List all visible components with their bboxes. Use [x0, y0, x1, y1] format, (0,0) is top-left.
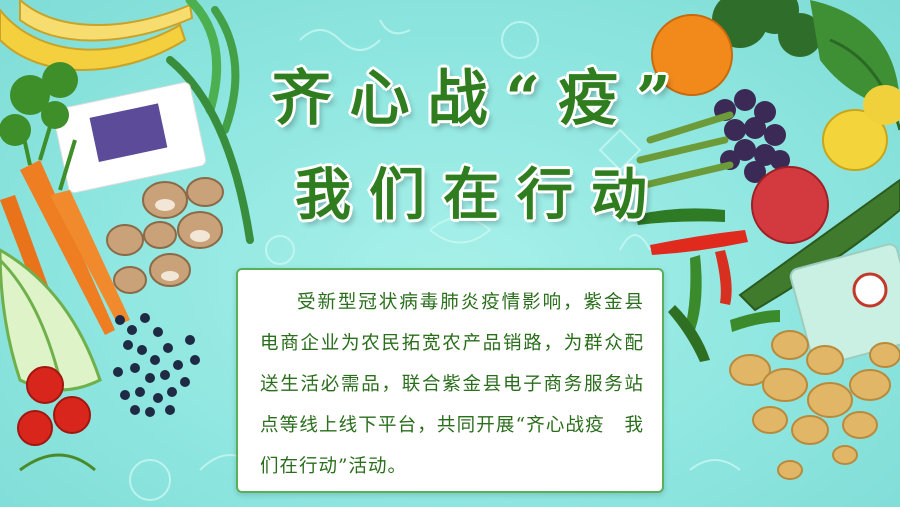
poster-title-line1: 齐心战“疫” — [271, 64, 689, 134]
blueberries — [113, 313, 200, 417]
egg-carton — [789, 243, 900, 367]
lemon — [822, 109, 888, 171]
banana — [0, 8, 187, 71]
poster-title-line2: 我们在行动 — [295, 162, 665, 228]
carrot — [50, 190, 130, 325]
tomatoes — [17, 366, 91, 446]
carrot — [20, 160, 115, 335]
red-chili — [650, 230, 748, 255]
pomegranate — [751, 166, 829, 244]
orange — [651, 14, 733, 96]
bok-choy — [0, 248, 102, 392]
banana — [19, 0, 194, 42]
potatoes — [729, 330, 900, 480]
right-produce-illustration — [635, 0, 900, 480]
announcement-text: 受新型冠状病毒肺炎疫情影响，紫金县电商企业为农民拓宽农产品销路，为群众配送生活必… — [260, 292, 644, 477]
announcement-text-box: 受新型冠状病毒肺炎疫情影响，紫金县电商企业为农民拓宽农产品销路，为群众配送生活必… — [236, 268, 664, 493]
left-produce-illustration — [0, 0, 254, 472]
